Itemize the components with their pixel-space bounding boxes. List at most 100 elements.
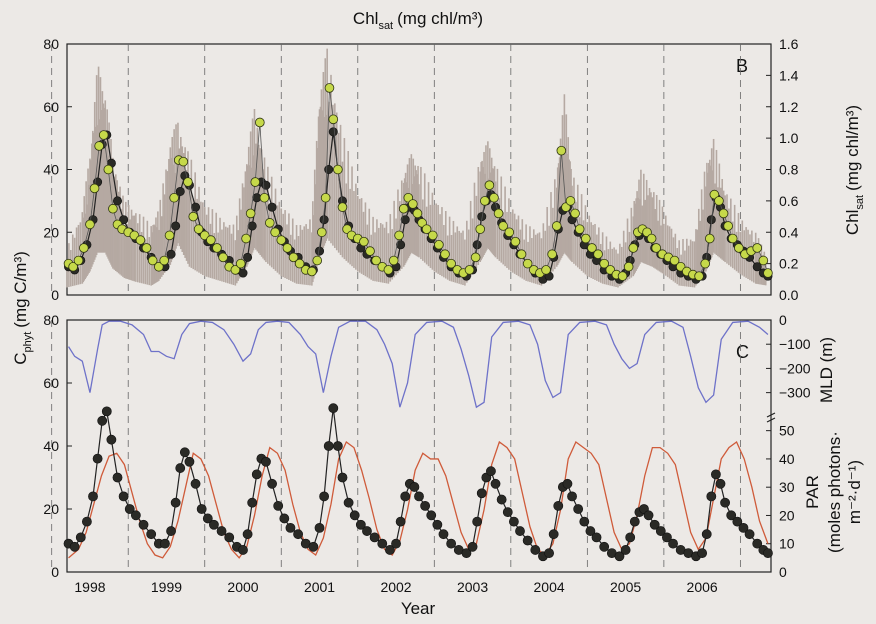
chl-sat-point bbox=[427, 230, 438, 241]
chl-sat-point bbox=[475, 224, 486, 234]
x-tick-label-2006: 2006 bbox=[687, 579, 718, 595]
chl-sat-point bbox=[230, 265, 241, 275]
c-phyt-point-c bbox=[328, 403, 339, 414]
c-phyt-point-c bbox=[476, 488, 487, 499]
b-left-tick-label: 0 bbox=[51, 287, 59, 303]
chl-sat-point bbox=[141, 243, 152, 253]
chl-sat-point bbox=[94, 141, 104, 151]
axis-break-mark bbox=[766, 412, 776, 418]
c-phyt-point-c bbox=[655, 526, 666, 536]
chl-sat-point bbox=[73, 255, 84, 266]
c-phyt-point-c bbox=[763, 548, 773, 558]
c-phyt-point-c bbox=[285, 523, 296, 533]
c-phyt-point-c bbox=[432, 519, 443, 530]
chl-sat-point bbox=[371, 255, 381, 266]
chl-sat-point bbox=[727, 233, 738, 244]
c-phyt-point-c bbox=[349, 510, 360, 521]
chl-sat-point bbox=[276, 235, 287, 245]
c-phyt-point-c bbox=[720, 497, 730, 508]
chl-sat-point bbox=[522, 258, 533, 269]
chl-sat-point bbox=[89, 183, 100, 194]
chl-sat-point bbox=[388, 255, 399, 266]
chl-sat-point bbox=[68, 261, 78, 272]
chl-sat-point bbox=[383, 265, 394, 275]
c-phyt-point-c bbox=[146, 529, 157, 540]
c-phyt-point-c bbox=[668, 538, 678, 549]
b-right-tick-label: 0.8 bbox=[779, 162, 799, 178]
c-phyt-point-c bbox=[343, 497, 354, 508]
chl-sat-point bbox=[108, 203, 118, 214]
c-phyt-point-c bbox=[414, 491, 424, 502]
c-par-tick-label: 0 bbox=[779, 564, 787, 580]
chl-sat-point bbox=[551, 221, 562, 231]
chl-sat-point bbox=[324, 83, 335, 93]
chl-sat-point bbox=[651, 243, 662, 253]
chl-sat-point bbox=[259, 192, 270, 203]
c-phyt-point-c bbox=[170, 497, 181, 508]
c-phyt-point-c bbox=[620, 545, 631, 555]
chl-sat-point bbox=[700, 258, 710, 269]
chl-sat-point bbox=[317, 227, 327, 238]
c-phyt-point-c bbox=[261, 456, 271, 467]
c-phyt-point-c bbox=[267, 478, 277, 489]
right-axis-title-mld: MLD (m) bbox=[817, 337, 836, 403]
b-right-tick-label: 1.4 bbox=[779, 67, 799, 83]
c-phyt-point-b bbox=[267, 202, 277, 212]
c-phyt-point-b bbox=[396, 240, 406, 250]
chl-sat-point bbox=[255, 117, 265, 128]
chl-sat-point bbox=[212, 243, 222, 253]
chl-sat-point bbox=[599, 258, 609, 269]
panel-label-c: C bbox=[736, 342, 749, 362]
c-phyt-point-b bbox=[171, 221, 181, 231]
chl-sat-point bbox=[235, 258, 246, 269]
chl-sat-point bbox=[79, 243, 89, 253]
chl-sat-point bbox=[159, 255, 169, 266]
chl-sat-point bbox=[763, 268, 773, 278]
c-phyt-point-c bbox=[591, 532, 602, 543]
panel-c-series bbox=[63, 320, 773, 562]
chl-sat-point bbox=[328, 114, 339, 125]
chl-sat-point bbox=[547, 249, 557, 260]
chl-sat-point bbox=[250, 177, 261, 187]
c-phyt-point-c bbox=[166, 526, 176, 536]
chl-sat-point bbox=[565, 196, 576, 206]
c-par-tick-label: 50 bbox=[779, 423, 795, 439]
c-phyt-point-c bbox=[701, 529, 712, 540]
right-axis-title-par: PAR bbox=[803, 475, 822, 509]
c-phyt-point-c bbox=[738, 523, 749, 533]
chl-sat-point bbox=[282, 243, 293, 253]
chl-sat-point bbox=[440, 249, 450, 260]
b-right-tick-label: 1.2 bbox=[779, 99, 799, 115]
c-phyt-point-c bbox=[522, 535, 533, 546]
c-phyt-point-c bbox=[337, 472, 348, 483]
c-phyt-point-c bbox=[409, 482, 420, 492]
axis-break-mark bbox=[766, 417, 776, 423]
c-phyt-point-c bbox=[426, 510, 437, 521]
b-right-tick-label: 0.4 bbox=[779, 224, 799, 240]
chl-sat-point bbox=[178, 156, 189, 167]
chl-sat-point bbox=[484, 180, 495, 190]
right-axis-title-par-unit-2: m⁻²·d⁻¹) bbox=[845, 460, 864, 524]
c-phyt-point-c bbox=[420, 500, 431, 511]
chl-sat-point bbox=[206, 235, 216, 245]
x-tick-label-1999: 1999 bbox=[151, 579, 182, 595]
chl-sat-point bbox=[359, 236, 369, 247]
chl-sat-point bbox=[270, 227, 280, 238]
c-phyt-point-c bbox=[377, 538, 388, 549]
chl-sat-point bbox=[489, 192, 499, 203]
chl-sat-point bbox=[421, 224, 432, 234]
chl-sat-point bbox=[593, 249, 603, 260]
c-phyt-point-c bbox=[461, 548, 472, 558]
chl-sat-point bbox=[147, 255, 158, 266]
c-phyt-point-c bbox=[732, 516, 743, 527]
c-par-tick-label: 30 bbox=[779, 479, 795, 495]
c-phyt-point-c bbox=[184, 456, 195, 467]
c-mld-tick-label: −300 bbox=[779, 385, 811, 401]
c-phyt-point-c bbox=[726, 510, 737, 521]
x-tick-label-2003: 2003 bbox=[457, 579, 488, 595]
c-phyt-point-c bbox=[92, 453, 103, 464]
c-phyt-point-c bbox=[130, 510, 141, 521]
c-phyt-point-c bbox=[490, 478, 501, 489]
chl-sat-point bbox=[333, 164, 343, 175]
